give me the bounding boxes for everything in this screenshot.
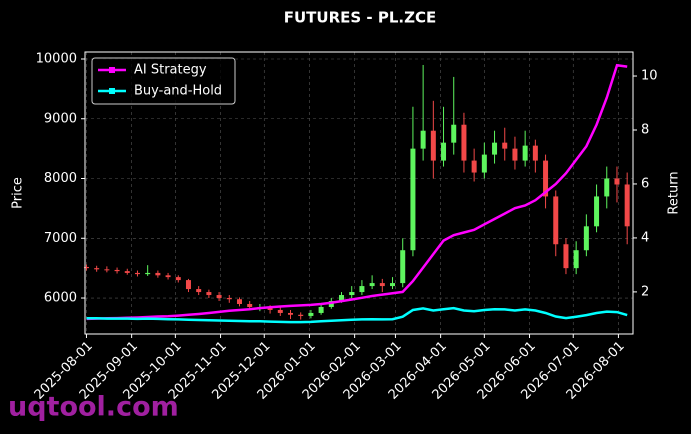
y2-tick-label: 4 — [641, 230, 649, 245]
candle-body — [420, 130, 426, 149]
candle-body — [83, 266, 89, 269]
candle-body — [583, 226, 589, 251]
candle-body — [165, 275, 171, 278]
y-tick-label: 10000 — [36, 51, 77, 66]
legend: AI Strategy Buy-and-Hold — [91, 57, 236, 105]
candle-body — [492, 142, 498, 155]
legend-marker — [109, 67, 115, 73]
candle-body — [441, 142, 447, 161]
candle-body — [94, 268, 100, 270]
y2-tick-label: 8 — [641, 122, 649, 137]
candle-body — [369, 283, 375, 287]
candle-body — [532, 145, 538, 161]
y2-tick-label: 10 — [641, 69, 658, 84]
candle-body — [390, 283, 396, 287]
candle-body — [104, 269, 110, 271]
candle-body — [175, 277, 181, 281]
candle-body — [573, 250, 579, 269]
candle-body — [349, 292, 355, 296]
candle-body — [339, 295, 345, 302]
y2-tick-label: 2 — [641, 284, 649, 299]
candle-body — [430, 130, 436, 161]
candle-body — [288, 312, 293, 315]
candle-body — [563, 244, 569, 269]
candle-body — [328, 301, 334, 307]
candle-body — [481, 154, 487, 173]
candle-body — [277, 309, 283, 313]
candle-body — [308, 312, 314, 316]
y-tick-label: 6000 — [44, 291, 77, 306]
candle-body — [451, 124, 457, 143]
series-line — [86, 63, 628, 321]
candle-body — [471, 160, 477, 173]
legend-marker — [109, 88, 115, 94]
y-tick-label: 9000 — [44, 111, 77, 126]
legend-label: AI Strategy — [134, 63, 207, 78]
candle-body — [604, 178, 610, 197]
candle-body — [247, 304, 253, 307]
legend-box — [91, 57, 236, 105]
candle-body — [614, 178, 620, 185]
candle-body — [359, 286, 365, 293]
candle-body — [206, 292, 212, 296]
candle-body — [553, 196, 559, 245]
candle-body — [124, 271, 130, 273]
candle-body — [410, 148, 416, 251]
chart-title: FUTURES - PL.ZCE — [284, 9, 437, 27]
candle-body — [114, 269, 120, 272]
candle-body — [461, 124, 467, 161]
candle-body — [236, 299, 242, 305]
y2-tick-label: 6 — [641, 176, 649, 191]
series-line — [86, 306, 628, 324]
candle-body — [216, 295, 222, 299]
y-tick-label: 8000 — [44, 171, 77, 186]
candle-body — [196, 289, 202, 293]
y-tick-label: 7000 — [44, 231, 77, 246]
legend-label: Buy-and-Hold — [134, 84, 222, 99]
candle-body — [298, 314, 304, 316]
candle-body — [318, 306, 324, 313]
candle-body — [624, 184, 630, 227]
candle-body — [522, 145, 528, 161]
candle-body — [594, 196, 600, 227]
candle-body — [134, 272, 140, 275]
candle-body — [155, 272, 161, 276]
y2-axis-label: Return — [667, 171, 682, 214]
candle-body — [512, 148, 518, 161]
candle-body — [543, 160, 549, 197]
candle-body — [185, 280, 191, 290]
candle-body — [400, 250, 406, 284]
plot-frame — [84, 51, 634, 335]
candle-body — [226, 298, 232, 300]
y-axis-label: Price — [11, 177, 26, 209]
candle-body — [502, 142, 508, 149]
candle-body — [145, 272, 151, 275]
candle-body — [379, 283, 385, 287]
watermark: uqtool.com — [8, 392, 179, 423]
